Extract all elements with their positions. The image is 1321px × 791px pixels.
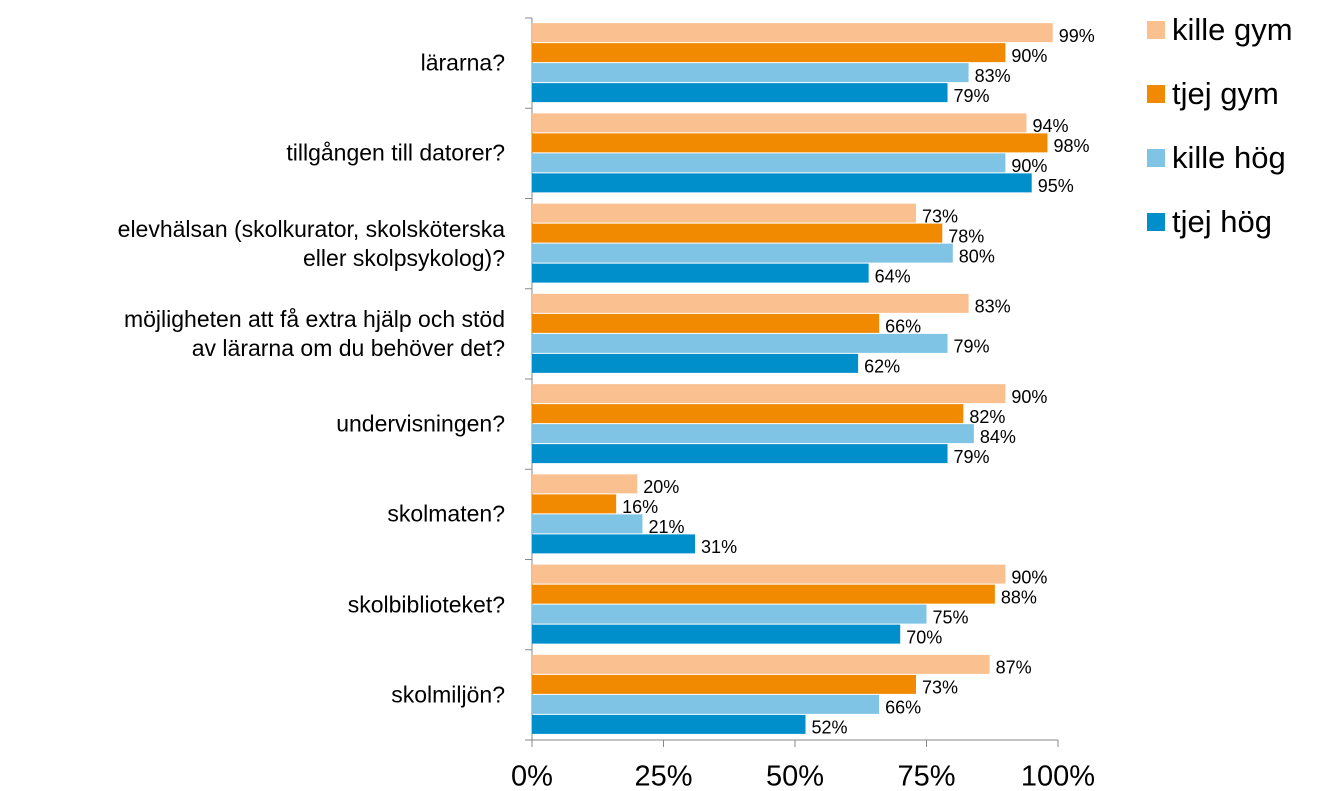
category-label: skolmiljön? [391, 681, 505, 708]
value-label: 66% [885, 698, 921, 718]
bar [532, 333, 948, 353]
bar [532, 564, 1006, 584]
value-label: 52% [812, 718, 848, 738]
bar [532, 173, 1032, 193]
x-tick-label: 100% [1021, 761, 1095, 791]
bar [532, 624, 901, 644]
legend-label: tjej hög [1172, 204, 1272, 239]
category-label: skolmaten? [387, 500, 505, 527]
value-label: 99% [1059, 26, 1095, 46]
bar [532, 43, 1006, 63]
bar [532, 604, 927, 624]
legend-swatch [1147, 213, 1165, 231]
value-label: 83% [975, 297, 1011, 317]
value-label: 80% [959, 246, 995, 266]
bar [532, 353, 859, 373]
x-tick-label: 75% [897, 761, 955, 791]
category-label: elevhälsan (skolkurator, skolsköterska e… [117, 215, 505, 271]
category-label: lärarna? [420, 49, 505, 76]
bar [532, 263, 869, 283]
value-label: 16% [622, 497, 658, 517]
bar [532, 133, 1048, 153]
value-label: 88% [1001, 587, 1037, 607]
value-label: 79% [954, 86, 990, 106]
bar [532, 113, 1027, 133]
value-label: 66% [885, 317, 921, 337]
category-label: undervisningen? [336, 410, 505, 437]
value-label: 90% [1011, 46, 1047, 66]
value-label: 95% [1038, 176, 1074, 196]
bar [532, 153, 1006, 173]
value-label: 82% [969, 407, 1005, 427]
value-label: 98% [1053, 136, 1089, 156]
bar [532, 424, 974, 444]
x-tick-label: 50% [766, 761, 824, 791]
value-label: 90% [1011, 387, 1047, 407]
value-label: 62% [864, 357, 900, 377]
bar [532, 674, 916, 694]
value-label: 94% [1032, 116, 1068, 136]
value-label: 70% [906, 627, 942, 647]
bar [532, 63, 969, 83]
value-label: 83% [975, 66, 1011, 86]
bar [532, 584, 995, 604]
bar [532, 494, 617, 514]
value-label: 75% [933, 607, 969, 627]
value-label: 20% [643, 477, 679, 497]
bar [532, 714, 806, 734]
category-label: skolbiblioteket? [347, 591, 505, 618]
value-label: 21% [648, 517, 684, 537]
bar [532, 83, 948, 103]
bar [532, 404, 964, 424]
category-label: tillgången till datorer? [286, 139, 505, 166]
value-label: 64% [875, 266, 911, 286]
bar [532, 474, 638, 494]
legend-swatch [1147, 149, 1165, 167]
value-label: 90% [1011, 156, 1047, 176]
value-label: 31% [701, 537, 737, 557]
bar [532, 384, 1006, 404]
bar [532, 313, 880, 333]
value-label: 87% [996, 658, 1032, 678]
legend-swatch [1147, 85, 1165, 103]
bar [532, 694, 880, 714]
value-label: 84% [980, 427, 1016, 447]
value-label: 90% [1011, 567, 1047, 587]
value-label: 78% [948, 226, 984, 246]
bar [532, 223, 943, 243]
bar [532, 23, 1053, 43]
bar [532, 203, 916, 223]
value-label: 79% [954, 447, 990, 467]
legend-swatch [1147, 21, 1165, 39]
value-label: 73% [922, 206, 958, 226]
legend-label: kille gym [1172, 12, 1293, 47]
value-label: 73% [922, 678, 958, 698]
bar [532, 243, 953, 263]
bar [532, 514, 643, 534]
x-tick-label: 0% [511, 761, 553, 791]
bar [532, 534, 696, 554]
x-tick-label: 25% [634, 761, 692, 791]
legend-label: kille hög [1172, 140, 1286, 175]
legend-label: tjej gym [1172, 76, 1279, 111]
category-label: möjligheten att få extra hjälp och stöd … [123, 305, 505, 361]
bar [532, 444, 948, 464]
bar [532, 654, 990, 674]
bar [532, 293, 969, 313]
value-label: 79% [954, 337, 990, 357]
